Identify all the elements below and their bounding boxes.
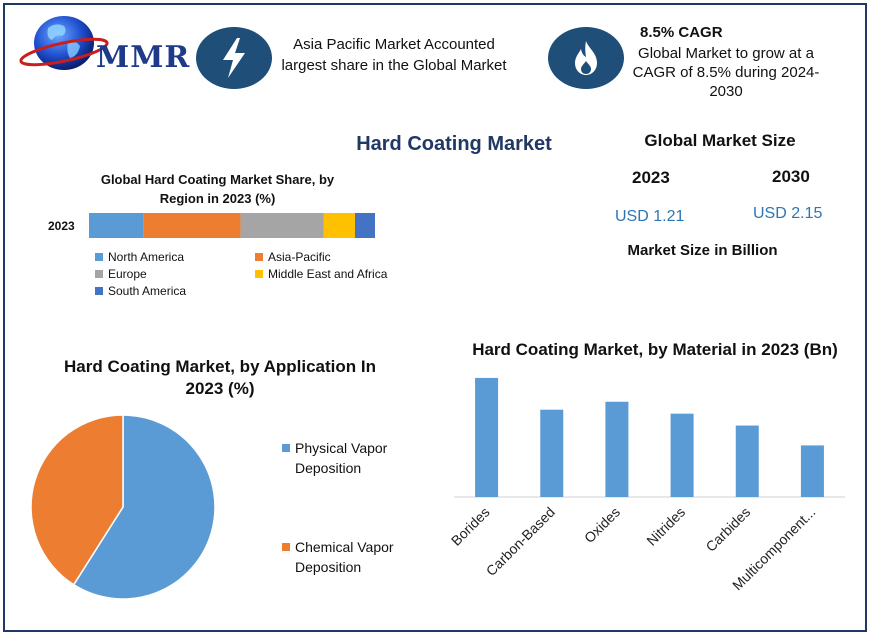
region-chart-title: Global Hard Coating Market Share, by Reg…: [100, 172, 335, 206]
region-legend: North America Asia-Pacific Europe Middle…: [95, 250, 415, 298]
legend-item-south-america: South America: [95, 284, 255, 298]
legend-item-middle-east-africa: Middle East and Africa: [255, 267, 415, 281]
material-tick-label-carbides: Carbides: [702, 504, 753, 555]
pie-slice-physical-vapor-deposition: [72, 414, 216, 600]
asia-highlight-text: Asia Pacific Market Accounted largest sh…: [281, 36, 507, 74]
material-chart-title: Hard Coating Market, by Material in 2023…: [472, 340, 838, 359]
region-bar-segment-asia-pacific: [143, 213, 241, 238]
market-size-unit-label: Market Size in Billion: [627, 242, 778, 259]
material-bar-borides: [475, 377, 499, 497]
market-size-2030-value: USD 2.15: [753, 205, 823, 222]
material-bar-oxides: [605, 401, 629, 497]
lightning-icon: [196, 27, 272, 89]
pie-slice-chemical-vapor-deposition: [30, 414, 124, 586]
legend-item-asia-pacific: Asia-Pacific: [255, 250, 415, 264]
region-bar-segment-south-america: [354, 213, 375, 238]
application-chart-title: Hard Coating Market, by Application In 2…: [63, 357, 376, 398]
flame-icon: [548, 27, 624, 89]
legend-item-north-america: North America: [95, 250, 255, 264]
material-tick-label-nitrides: Nitrides: [643, 504, 688, 549]
region-chart-category-label: 2023: [48, 219, 75, 233]
application-legend-item-cvd: Chemical Vapor Deposition: [282, 537, 412, 577]
infographic-frame: [3, 3, 867, 632]
cagr-text: Global Market to grow at a CAGR of 8.5% …: [632, 45, 820, 100]
application-pie-chart: [30, 414, 216, 600]
brand-logo-text: MMR: [96, 40, 191, 75]
globe-logo-icon: [19, 16, 109, 70]
material-bar-multicomponent: [800, 445, 824, 497]
year-2030-label: 2030: [772, 167, 810, 186]
material-bar-carbides: [735, 425, 759, 497]
material-tick-label-carbon-based: Carbon-Based: [483, 504, 558, 579]
legend-item-europe: Europe: [95, 267, 255, 281]
main-title: Hard Coating Market: [356, 133, 552, 155]
region-bar-segment-middle-east-and-africa: [323, 213, 355, 238]
material-tick-label-oxides: Oxides: [581, 504, 623, 546]
material-bar-carbon-based: [540, 409, 564, 497]
market-size-2023-value: USD 1.21: [615, 208, 685, 225]
region-stacked-bar-chart: [89, 213, 375, 238]
global-market-size-title: Global Market Size: [644, 131, 796, 150]
region-bar-segment-north-america: [89, 213, 144, 238]
application-legend-item-pvd: Physical Vapor Deposition: [282, 438, 412, 478]
material-bar-nitrides: [670, 413, 694, 497]
year-2023-label: 2023: [632, 168, 670, 187]
material-tick-label-borides: Borides: [448, 504, 493, 549]
cagr-title: 8.5% CAGR: [640, 24, 723, 41]
region-bar-segment-europe: [240, 213, 324, 238]
